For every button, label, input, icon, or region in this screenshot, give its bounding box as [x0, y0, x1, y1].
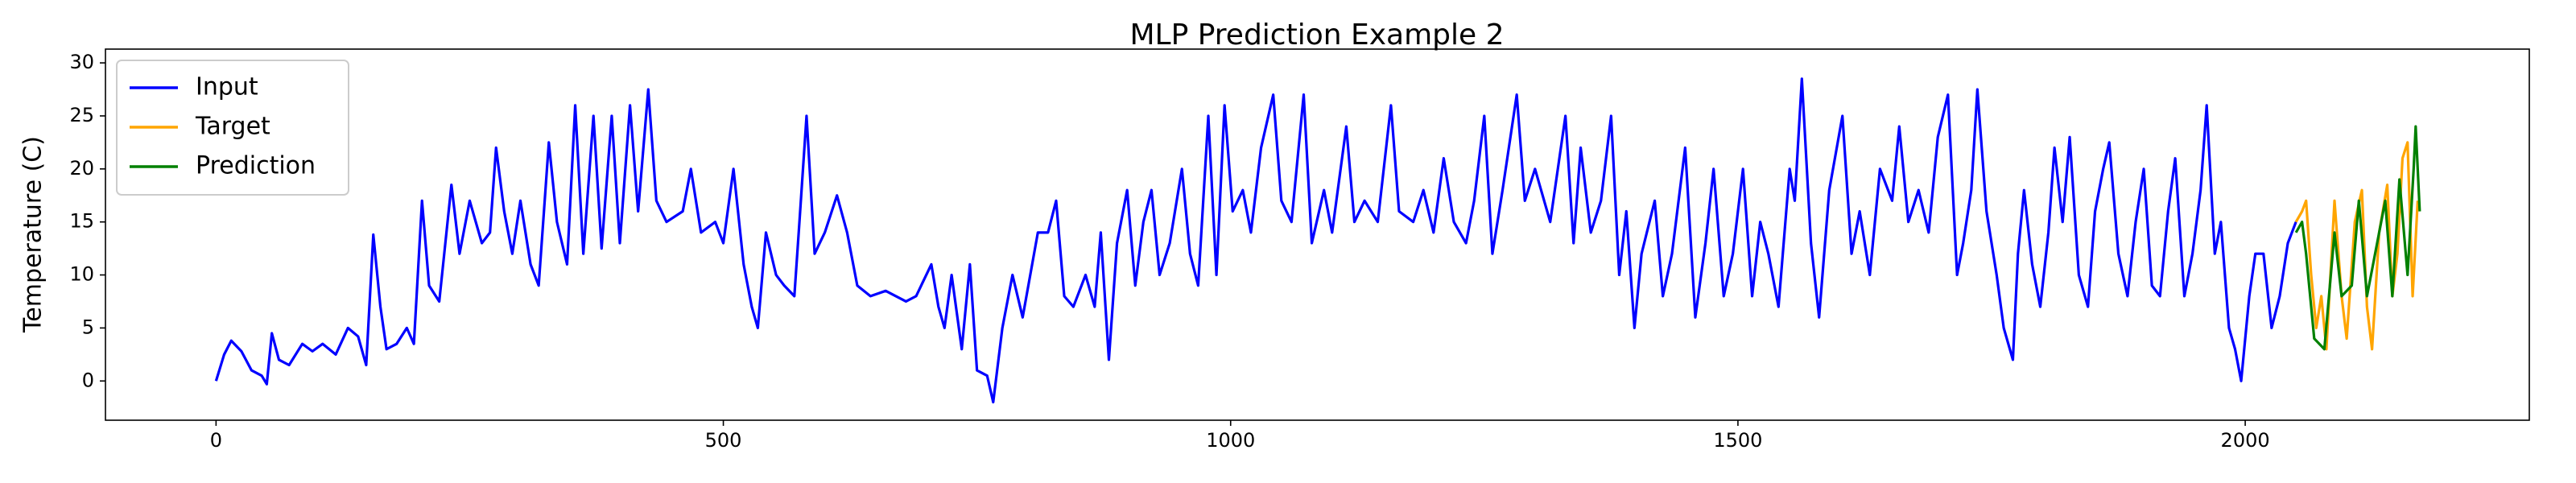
series-line	[214, 77, 2297, 404]
plot-frame	[105, 48, 2530, 421]
chart-title: MLP Prediction Example 2	[1129, 19, 1504, 52]
y-tick-label: 0	[82, 369, 94, 391]
legend-label: Prediction	[196, 152, 316, 180]
x-tick-label: 500	[705, 429, 742, 452]
legend-box	[116, 60, 349, 196]
legend-label: Target	[195, 113, 270, 141]
y-tick-label: 15	[69, 210, 94, 233]
y-tick-label: 5	[82, 316, 94, 338]
y-tick-label: 20	[69, 157, 94, 180]
x-tick-label: 1500	[1713, 429, 1762, 452]
legend: Input Target Prediction	[116, 60, 349, 196]
y-tick-label: 25	[69, 104, 94, 126]
y-axis-label: Temperature (C)	[19, 136, 47, 333]
y-tick-label: 10	[69, 263, 94, 286]
legend-label: Input	[196, 73, 258, 101]
y-tick-label: 30	[69, 51, 94, 73]
x-tick-label: 0	[210, 429, 222, 452]
series-line	[2294, 125, 2421, 351]
x-tick-label: 2000	[2221, 429, 2270, 452]
x-tick-label: 1000	[1206, 429, 1255, 452]
